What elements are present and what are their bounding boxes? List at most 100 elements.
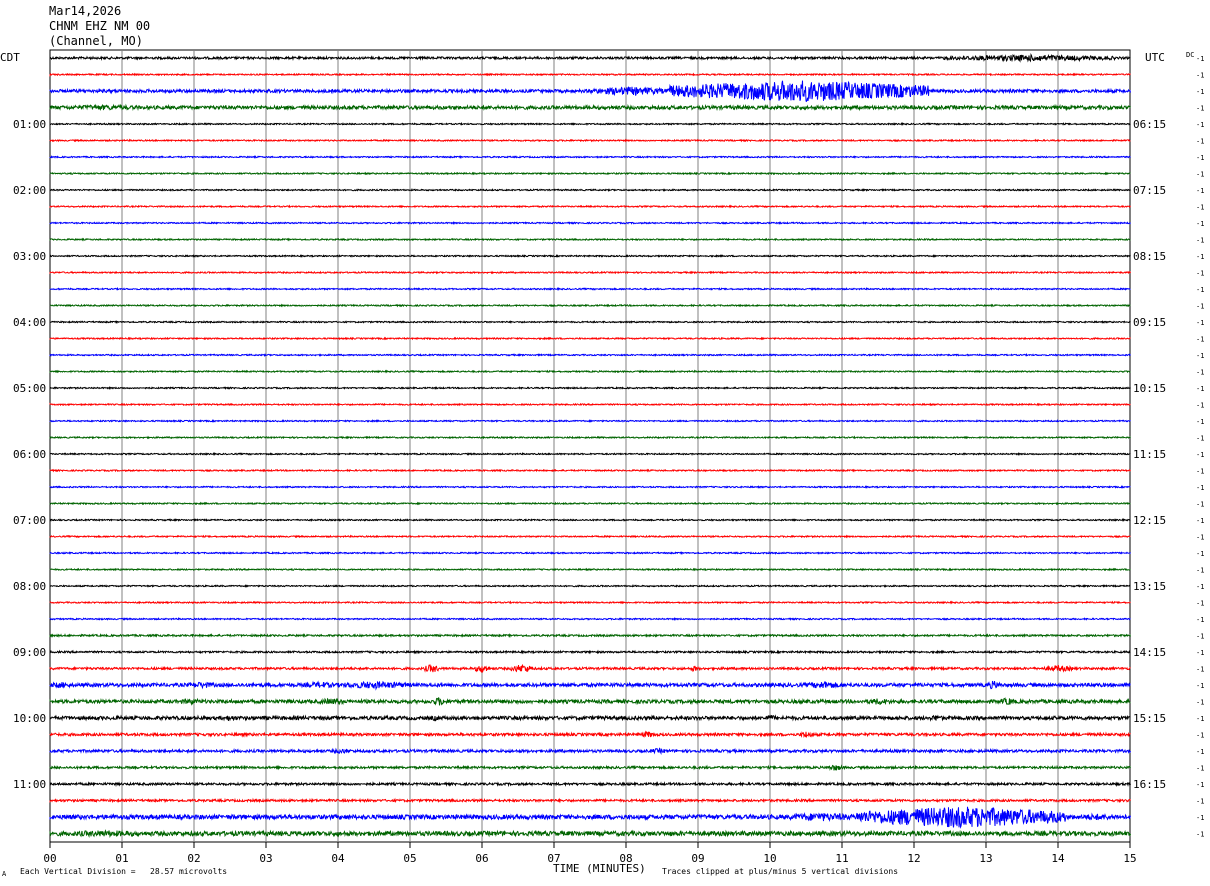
trace-offset-label: -1 — [1196, 501, 1204, 509]
right-time-label: 12:15 — [1133, 514, 1166, 527]
x-tick-label: 09 — [691, 852, 704, 865]
right-time-label: 06:15 — [1133, 118, 1166, 131]
x-tick-label: 00 — [43, 852, 56, 865]
seismic-traces — [49, 53, 1131, 839]
seismic-trace — [49, 270, 1131, 275]
trace-offset-label: -1 — [1196, 402, 1204, 410]
seismic-trace — [49, 320, 1131, 325]
trace-offset-label: -1 — [1196, 814, 1204, 822]
right-time-label: 08:15 — [1133, 250, 1166, 263]
seismic-trace — [49, 336, 1131, 341]
trace-offset-label: -1 — [1196, 765, 1204, 773]
right-time-label: 15:15 — [1133, 712, 1166, 725]
x-tick-label: 01 — [115, 852, 128, 865]
seismic-trace — [49, 303, 1131, 308]
seismic-trace — [49, 584, 1131, 588]
station-label: CHNM EHZ NM 00 — [49, 19, 151, 33]
seismic-trace — [49, 617, 1131, 622]
trace-offset-label: -1 — [1196, 517, 1204, 525]
x-tick-label: 15 — [1123, 852, 1136, 865]
right-timezone-label: UTC — [1145, 51, 1165, 64]
seismic-trace — [49, 121, 1131, 127]
right-time-label: 10:15 — [1133, 382, 1166, 395]
seismic-trace — [49, 286, 1131, 292]
trace-offset-label: -1 — [1196, 715, 1204, 723]
x-tick-label: 04 — [331, 852, 345, 865]
trace-offset-label: -1 — [1196, 781, 1204, 789]
left-time-label: 11:00 — [13, 778, 46, 791]
x-tick-label: 12 — [907, 852, 920, 865]
trace-offset-label: -1 — [1196, 253, 1204, 261]
trace-offset-label: -1 — [1196, 682, 1204, 690]
chart-header: Mar14,2026 CHNM EHZ NM 00 (Channel, MO) — [49, 4, 150, 49]
clip-note: Traces clipped at plus/minus 5 vertical … — [662, 867, 899, 876]
seismic-trace — [49, 663, 1131, 673]
x-tick-label: 13 — [979, 852, 992, 865]
x-tick-label: 14 — [1051, 852, 1065, 865]
trace-offset-label: -1 — [1196, 616, 1204, 624]
left-time-label: 08:00 — [13, 580, 46, 593]
trace-offset-label: -1 — [1196, 171, 1204, 179]
left-time-label: 01:00 — [13, 118, 46, 131]
trace-offset-label: -1 — [1196, 451, 1204, 459]
left-timezone-label: CDT — [0, 51, 20, 64]
seismic-trace — [49, 534, 1131, 539]
trace-offset-label: -1 — [1196, 55, 1204, 63]
seismic-trace — [49, 780, 1131, 788]
trace-offset-label: -1 — [1196, 286, 1204, 294]
trace-offset-label: -1 — [1196, 567, 1204, 575]
trace-offset-label: -1 — [1196, 534, 1204, 542]
seismic-trace — [49, 419, 1131, 423]
trace-offset-label: -1 — [1196, 220, 1204, 228]
seismic-trace — [49, 797, 1131, 804]
trace-offset-label: -1 — [1196, 336, 1204, 344]
left-time-label: 06:00 — [13, 448, 46, 461]
seismic-trace — [49, 551, 1131, 556]
trace-offset-label: -1 — [1196, 649, 1204, 657]
seismic-trace — [49, 829, 1131, 839]
x-tick-label: 10 — [763, 852, 776, 865]
x-axis-title: TIME (MINUTES) — [553, 862, 646, 875]
seismic-trace — [49, 680, 1131, 691]
seismic-trace — [49, 649, 1131, 655]
seismic-trace — [49, 485, 1131, 489]
channel-label: (Channel, MO) — [49, 34, 143, 48]
trace-offset-label: -1 — [1196, 88, 1204, 96]
x-tick-label: 05 — [403, 852, 416, 865]
corner-mark: A — [2, 870, 7, 878]
trace-offset-label: -1 — [1196, 105, 1204, 113]
seismic-trace — [49, 53, 1131, 63]
seismic-trace — [49, 155, 1131, 160]
trace-offset-label: -1 — [1196, 484, 1204, 492]
trace-offset-label: -1 — [1196, 72, 1204, 80]
seismic-trace — [49, 72, 1131, 77]
seismic-trace — [49, 697, 1131, 706]
trace-offset-label: -1 — [1196, 666, 1204, 674]
seismic-trace — [49, 204, 1131, 209]
seismic-trace — [49, 730, 1131, 739]
seismic-trace — [49, 501, 1131, 506]
grid-lines — [49, 49, 1131, 848]
right-time-label: 07:15 — [1133, 184, 1166, 197]
left-time-label: 03:00 — [13, 250, 46, 263]
trace-offset-label: -1 — [1196, 831, 1204, 839]
seismic-trace — [49, 747, 1131, 755]
trace-offset-label: -1 — [1196, 303, 1204, 311]
trace-offset-label: -1 — [1196, 798, 1204, 806]
trace-offset-label: -1 — [1196, 319, 1204, 327]
seismic-trace — [49, 806, 1131, 829]
seismic-trace — [49, 451, 1131, 457]
right-time-label: 13:15 — [1133, 580, 1166, 593]
seismic-trace — [49, 188, 1131, 192]
left-time-label: 04:00 — [13, 316, 46, 329]
seismic-trace — [49, 221, 1131, 226]
x-tick-label: 11 — [835, 852, 848, 865]
trace-offset-label: -1 — [1196, 418, 1204, 426]
trace-offset-label: -1 — [1196, 748, 1204, 756]
seismic-trace — [49, 80, 1131, 103]
trace-offset-label: -1 — [1196, 187, 1204, 195]
trace-offset-label: -1 — [1196, 385, 1204, 393]
left-time-label: 07:00 — [13, 514, 46, 527]
left-time-label: 09:00 — [13, 646, 46, 659]
right-time-label: 14:15 — [1133, 646, 1166, 659]
